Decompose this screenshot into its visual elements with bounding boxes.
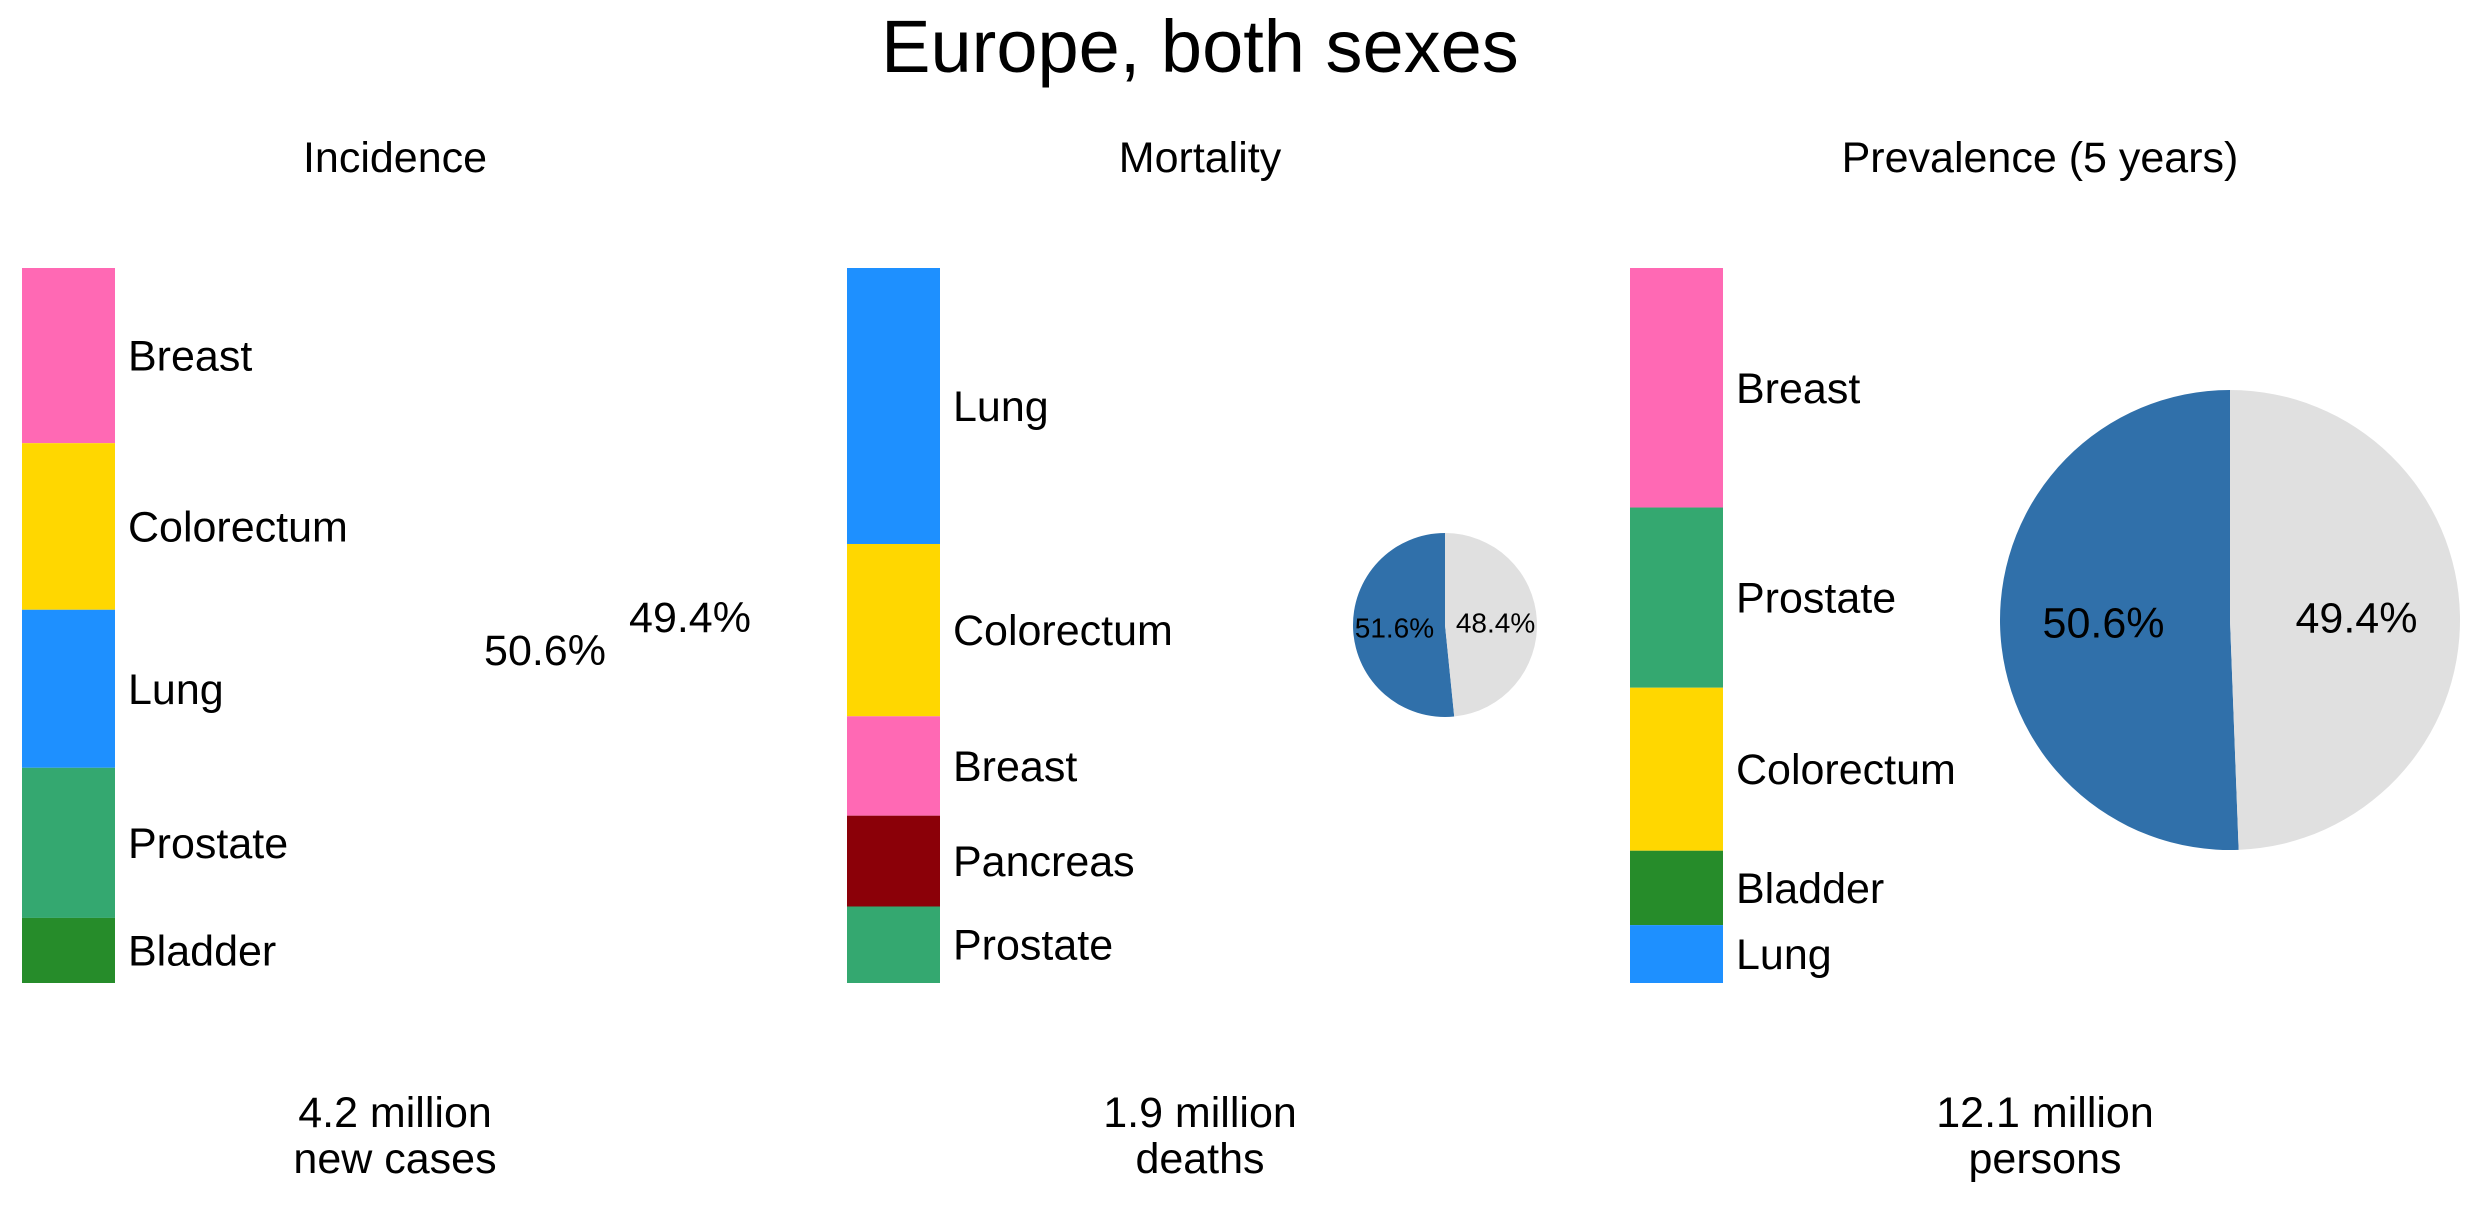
- bar-segment-colorectum: [847, 543, 940, 717]
- bar-segment-prostate: [847, 906, 940, 983]
- panel-total-label: persons: [1969, 1135, 2122, 1183]
- bar-segment-prostate: [22, 767, 115, 918]
- bar-segment-breast: [1630, 268, 1723, 508]
- panel-2: Mortality Lung Colorectum Breast Pancreas Pro…: [847, 134, 1538, 1183]
- pie-slice-label: 50.6%: [484, 627, 606, 675]
- panel-subtitle: Mortality: [1119, 134, 1282, 182]
- panel-total-label: 12.1 million: [1936, 1089, 2154, 1137]
- category-label: Lung: [953, 383, 1049, 431]
- bar-segment-breast: [847, 716, 940, 816]
- category-label: Prostate: [953, 922, 1113, 970]
- chart-panels: Incidence Breast Colorectum Lung Prostate Bla…: [22, 134, 2460, 1183]
- pie-slice: [1999, 390, 2239, 851]
- category-label: Prostate: [1736, 575, 1896, 623]
- bar-segment-lung: [1630, 925, 1723, 983]
- category-label: Breast: [128, 333, 252, 381]
- category-label: Colorectum: [128, 503, 348, 551]
- category-label: Breast: [1736, 365, 1860, 413]
- pie-slice-label: 48.4%: [1456, 607, 1535, 638]
- category-label: Breast: [953, 743, 1077, 791]
- panel-subtitle: Incidence: [303, 134, 487, 182]
- bar-segment-lung: [847, 268, 940, 544]
- pie-slice: [1353, 533, 1455, 718]
- pie-slice-label: 49.4%: [629, 594, 751, 642]
- panel-3: Prevalence (5 years) Breast Prostate Colore…: [1630, 134, 2460, 1183]
- pie-slice-label: 50.6%: [2043, 599, 2165, 647]
- category-label: Bladder: [1736, 865, 1884, 913]
- category-label: Pancreas: [953, 838, 1135, 886]
- pie-slice-label: 49.4%: [2296, 595, 2418, 643]
- pie-slice: [2230, 390, 2460, 850]
- pie-slice: [1445, 533, 1538, 717]
- bar-segment-prostate: [1630, 507, 1723, 688]
- panel-1: Incidence Breast Colorectum Lung Prostate Bla…: [22, 134, 751, 1183]
- panel-total-label: new cases: [293, 1135, 496, 1183]
- category-label: Bladder: [128, 927, 276, 975]
- bar-segment-pancreas: [847, 815, 940, 907]
- chart-title: Europe, both sexes: [881, 5, 1519, 88]
- panel-subtitle: Prevalence (5 years): [1842, 134, 2239, 182]
- category-label: Colorectum: [1736, 746, 1956, 794]
- category-label: Colorectum: [953, 607, 1173, 655]
- bar-segment-lung: [22, 609, 115, 768]
- category-label: Lung: [128, 666, 224, 714]
- panel-total-label: 1.9 million: [1103, 1089, 1297, 1137]
- pie-slice-label: 51.6%: [1355, 612, 1434, 643]
- bar-segment-colorectum: [1630, 687, 1723, 851]
- panel-total-label: 4.2 million: [298, 1089, 492, 1137]
- panel-total-label: deaths: [1135, 1135, 1264, 1183]
- bar-segment-breast: [22, 268, 115, 444]
- bar-segment-bladder: [22, 917, 115, 983]
- bar-segment-colorectum: [22, 443, 115, 610]
- bar-segment-bladder: [1630, 850, 1723, 926]
- category-label: Lung: [1736, 931, 1832, 979]
- category-label: Prostate: [128, 820, 288, 868]
